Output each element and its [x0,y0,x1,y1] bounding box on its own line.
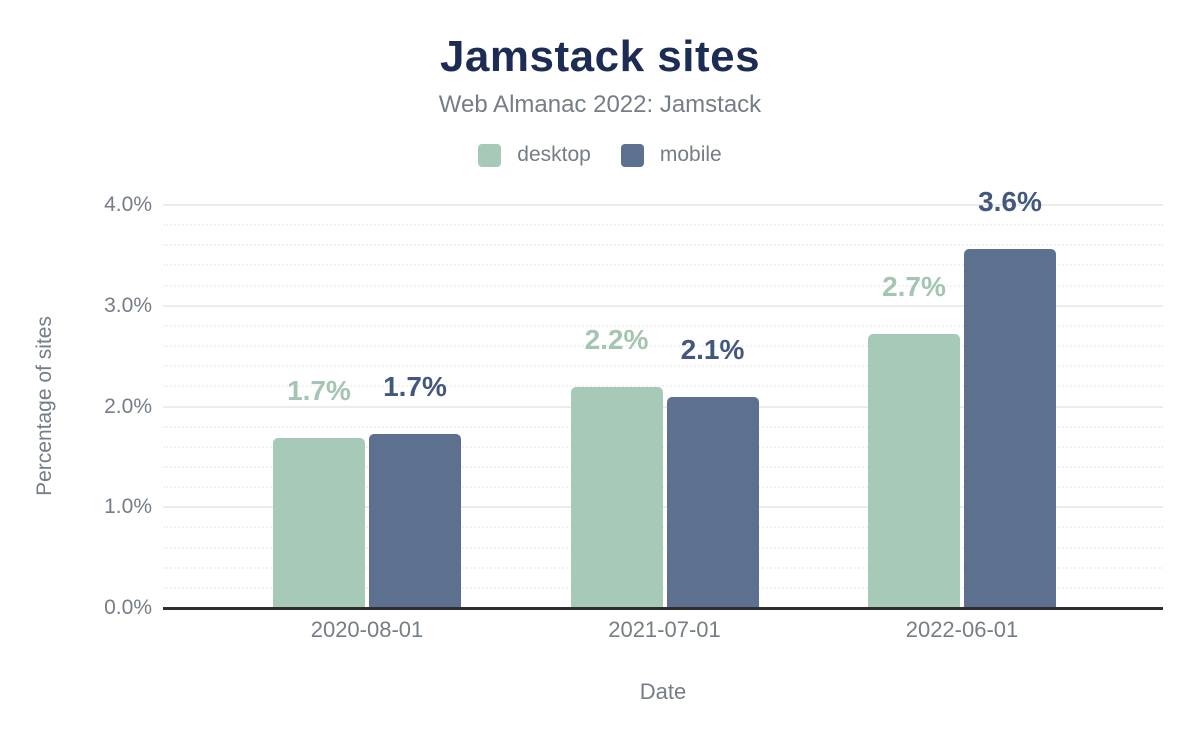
value-label-mobile-2020-08-01: 1.7% [383,370,447,402]
legend-item-mobile: mobile [620,143,722,167]
bar-desktop-2022-06-01[interactable] [868,333,960,608]
major-gridline [163,405,1163,408]
minor-gridline [163,445,1163,448]
legend: desktop mobile [0,143,1200,167]
major-gridline [163,506,1163,509]
minor-gridline [163,526,1163,529]
minor-gridline [163,465,1163,468]
minor-gridline [163,546,1163,549]
minor-gridline [163,244,1163,247]
minor-gridline [163,324,1163,327]
minor-gridline [163,425,1163,428]
legend-item-desktop: desktop [478,143,591,167]
legend-label-mobile: mobile [659,143,722,166]
minor-gridline [163,586,1163,589]
y-tick-label: 3.0% [104,293,152,317]
bar-mobile-2022-06-01[interactable] [964,249,1056,608]
value-label-mobile-2021-07-01: 2.1% [680,334,745,366]
y-tick-label: 1.0% [104,495,152,519]
value-label-desktop-2020-08-01: 1.7% [287,374,351,406]
legend-label-desktop: desktop [517,143,591,166]
major-gridline [163,304,1163,307]
x-axis-line [163,607,1163,610]
x-axis-title: Date [639,679,687,704]
minor-gridline [163,385,1163,388]
minor-gridline [163,284,1163,287]
bar-mobile-2020-08-01[interactable] [369,433,461,608]
y-tick-label: 4.0% [104,193,152,216]
bar-desktop-2020-08-01[interactable] [273,437,365,608]
y-tick-label: 0.0% [104,596,152,619]
bar-desktop-2021-07-01[interactable] [570,387,663,608]
minor-gridline [163,365,1163,368]
x-tick-label: 2021-07-01 [608,617,721,642]
minor-gridline [163,224,1163,227]
minor-gridline [163,345,1163,348]
minor-gridline [163,486,1163,489]
x-tick-label: 2020-08-01 [310,617,424,642]
value-label-desktop-2022-06-01: 2.7% [882,270,946,302]
minor-gridline [163,264,1163,267]
minor-gridline [163,566,1163,569]
legend-swatch-mobile-icon [620,143,644,167]
chart-subtitle: Web Almanac 2022: Jamstack [438,91,762,118]
value-label-mobile-2022-06-01: 3.6% [978,186,1042,218]
chart-title: Jamstack sites [439,32,761,81]
value-label-desktop-2021-07-01: 2.2% [584,324,649,356]
x-tick-label: 2022-06-01 [905,617,1019,642]
y-tick-label: 2.0% [104,394,152,418]
major-gridline [163,204,1163,206]
legend-swatch-desktop-icon [478,143,502,167]
bar-mobile-2021-07-01[interactable] [666,397,759,608]
